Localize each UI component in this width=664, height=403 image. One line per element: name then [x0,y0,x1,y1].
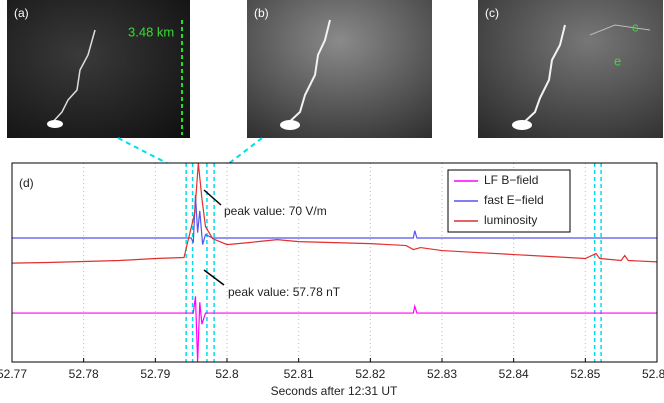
legend-label: LF B−field [484,173,538,187]
series-line [12,296,657,363]
glow [47,120,63,128]
x-tick-label: 52.86 [642,367,664,381]
x-tick-label: 52.82 [355,367,385,381]
photo [247,0,432,138]
x-tick-label: 52.81 [284,367,314,381]
scale-label: 3.48 km [128,24,174,39]
photo-annotation: c [632,19,639,34]
connector [213,137,263,176]
annotation-pointer [203,269,225,286]
panel-label: (a) [14,6,29,20]
x-tick-label: 52.84 [499,367,529,381]
x-tick-label: 52.85 [570,367,600,381]
x-axis-title: Seconds after 12:31 UT [271,384,398,398]
lightning [284,19,331,127]
panel-label: (d) [19,176,34,190]
lightning [589,24,651,36]
lightning [49,29,96,126]
annotation: peak value: 57.78 nT [228,285,341,299]
glow [280,120,300,130]
plot-frame [11,162,658,363]
panel-label: (b) [254,6,269,20]
legend-label: fast E−field [484,193,544,207]
photo [7,0,190,138]
x-tick-label: 52.83 [427,367,457,381]
photo-annotation: e [614,53,621,68]
lightning [519,24,566,127]
x-tick-label: 52.78 [69,367,99,381]
series-line [11,162,658,264]
annotation: peak value: 70 V/m [224,204,327,218]
series-line [12,194,657,245]
x-tick-label: 52.8 [215,367,239,381]
x-tick-label: 52.79 [140,367,170,381]
panel-label: (c) [485,6,499,20]
x-tick-label: 52.77 [0,367,27,381]
plot: 52.77 52.78 52.79 52.8 52.81 52.82 52.83 52.84 5… [0,162,664,381]
photos: (a) (b) (c) 3.48 km c e [7,0,663,176]
photo [478,0,663,138]
annotation-pointer [203,189,222,206]
glow [512,120,532,130]
legend-label: luminosity [484,213,537,227]
